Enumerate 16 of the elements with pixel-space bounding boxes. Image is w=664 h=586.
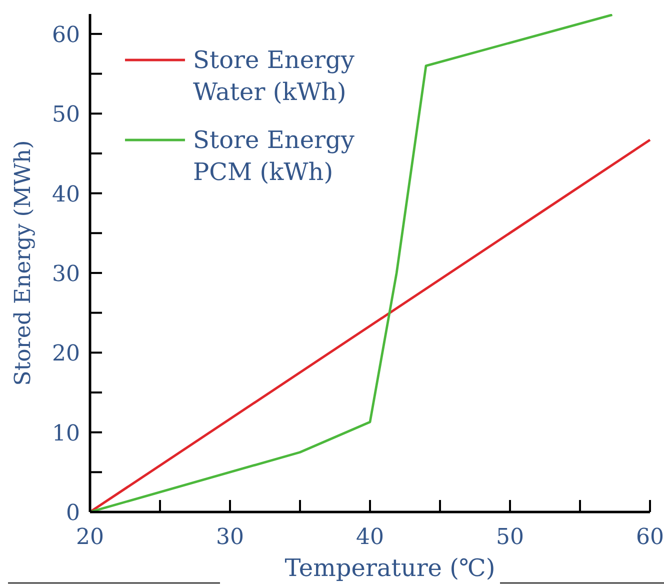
x-tick-label: 20 (76, 525, 104, 550)
y-tick-label: 0 (66, 501, 80, 526)
legend-label: Store Energy PCM (kWh) (193, 126, 355, 186)
x-tick-label: 50 (496, 525, 524, 550)
x-tick-label: 30 (216, 525, 244, 550)
y-axis-title: Stored Energy (MWh) (11, 140, 36, 386)
y-tick-label: 60 (52, 22, 80, 48)
x-tick-label: 40 (356, 525, 384, 550)
legend-label: Store Energy Water (kWh) (193, 46, 355, 106)
y-tick-label: 50 (52, 102, 80, 128)
y-tick-label: 30 (52, 262, 80, 287)
y-tick-label: 10 (52, 421, 80, 446)
y-tick-label: 20 (52, 342, 80, 367)
x-axis-title: Temperature (℃) (284, 554, 496, 582)
x-tick-label: 60 (636, 525, 664, 550)
y-tick-label: 40 (52, 182, 80, 208)
